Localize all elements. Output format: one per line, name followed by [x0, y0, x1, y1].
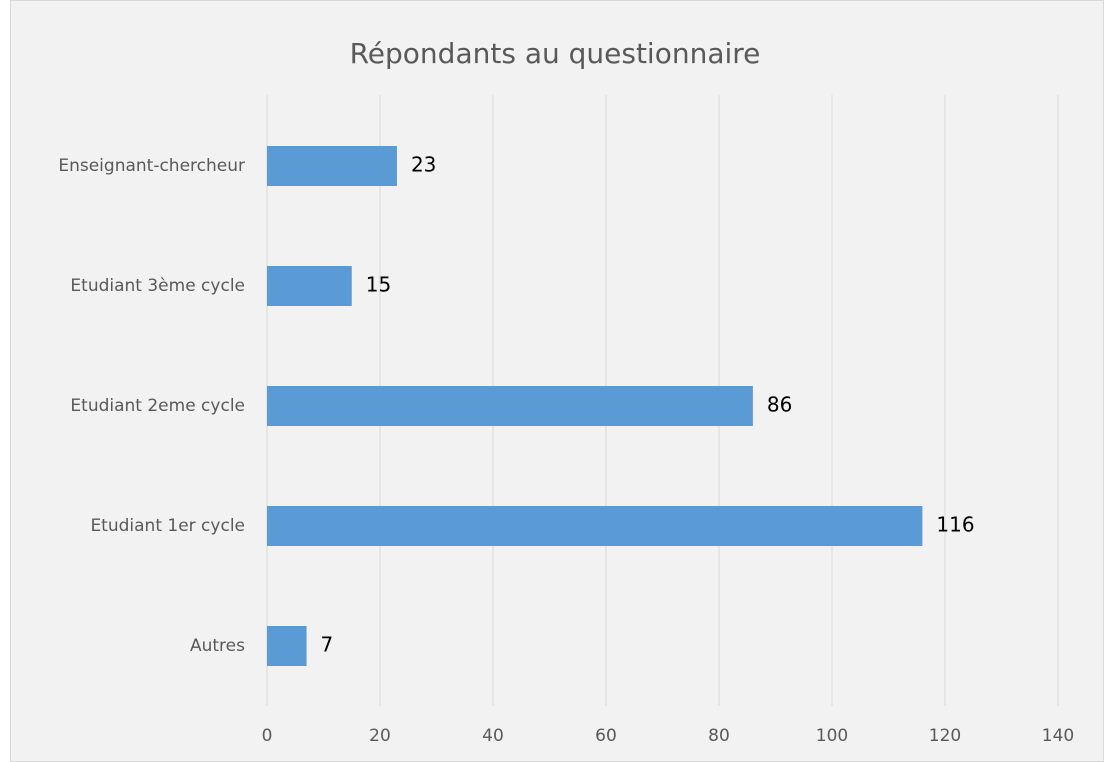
bar: [267, 266, 352, 306]
bar: [267, 386, 753, 426]
x-tick-label: 80: [708, 726, 730, 746]
bar: [267, 146, 397, 186]
x-tick-label: 120: [929, 726, 961, 746]
y-tick-label: Etudiant 1er cycle: [90, 516, 245, 536]
chart-background: [10, 0, 1104, 762]
x-tick-label: 40: [482, 726, 504, 746]
data-label: 86: [767, 393, 792, 417]
chart-title: Répondants au questionnaire: [350, 37, 761, 70]
y-tick-label: Etudiant 2eme cycle: [70, 396, 245, 416]
bar: [267, 506, 923, 546]
x-tick-label: 140: [1042, 726, 1074, 746]
data-label: 116: [936, 513, 974, 537]
x-tick-label: 20: [369, 726, 391, 746]
data-label: 7: [321, 633, 334, 657]
bar: [267, 626, 307, 666]
y-tick-label: Enseignant-chercheur: [58, 156, 245, 176]
x-tick-label: 0: [262, 726, 273, 746]
y-tick-label: Etudiant 3ème cycle: [70, 276, 245, 296]
x-tick-label: 60: [595, 726, 617, 746]
data-label: 15: [366, 273, 391, 297]
data-label: 23: [411, 153, 436, 177]
x-tick-label: 100: [816, 726, 848, 746]
y-tick-label: Autres: [190, 636, 245, 656]
